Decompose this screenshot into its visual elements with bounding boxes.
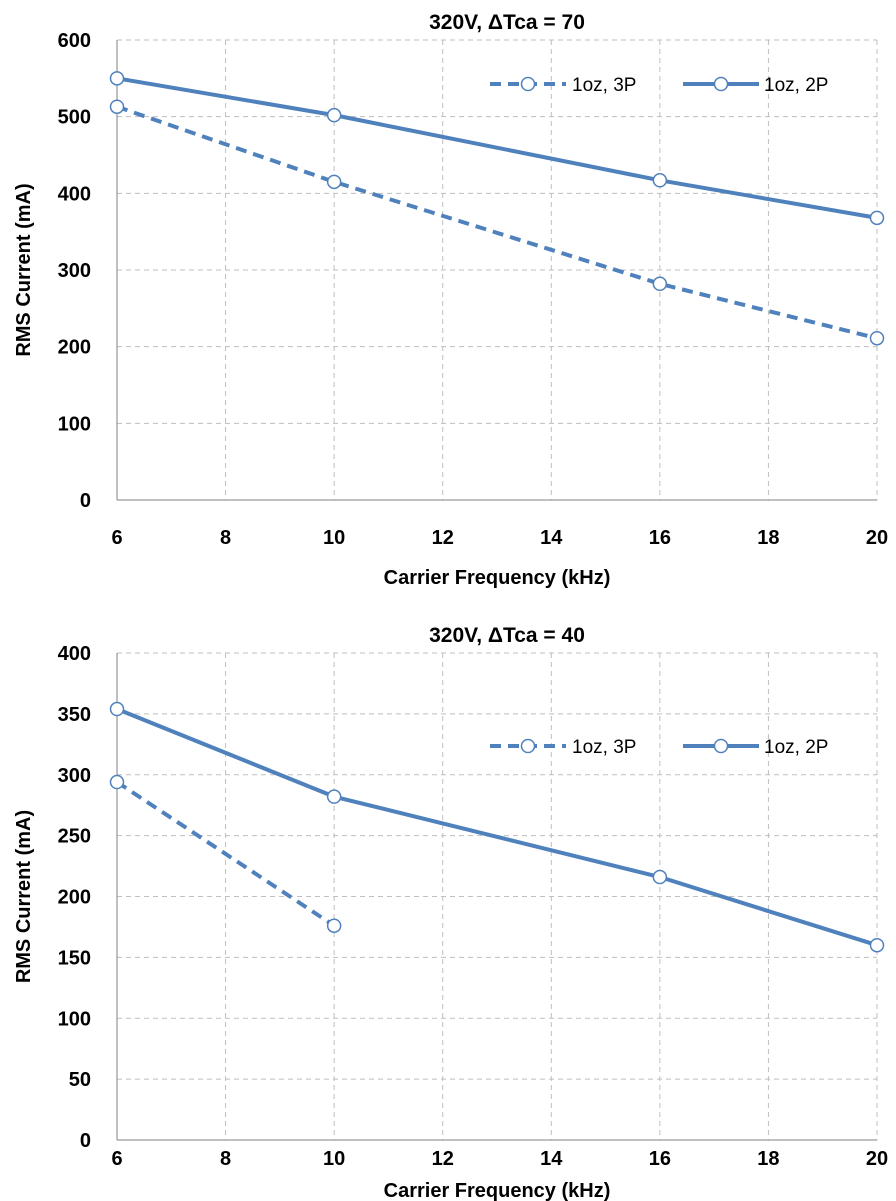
y-axis-label: RMS Current (mA) (13, 183, 35, 356)
y-tick-label: 100 (58, 1008, 91, 1030)
legend-label: 1oz, 3P (572, 75, 636, 96)
data-point (326, 789, 342, 804)
series-line (116, 707, 878, 948)
x-axis-label: Carrier Frequency (kHz) (384, 567, 611, 589)
chart-1: 0 100 200 300 400 500 600 6 8 10 12 14 16 18 20 320V, Δ… (13, 11, 888, 589)
series-1 (109, 99, 885, 346)
legend-marker (713, 738, 729, 754)
data-point (326, 107, 342, 123)
x-tick-label: 10 (323, 527, 345, 549)
series-2 (109, 701, 885, 953)
legend: 1oz, 3P 1oz, 2P (490, 75, 828, 96)
legend-label: 1oz, 2P (764, 737, 828, 758)
x-tick-label: 12 (432, 1148, 454, 1170)
chart-title: 320V, ΔTca = 40 (429, 624, 585, 647)
x-tick-label: 6 (111, 527, 122, 549)
x-tick-label: 16 (649, 1148, 671, 1170)
y-tick-label: 400 (58, 643, 91, 665)
data-point (869, 210, 885, 226)
x-tick-label: 20 (866, 1148, 888, 1170)
x-tick-label: 8 (220, 527, 231, 549)
x-tick-label: 20 (866, 527, 888, 549)
y-tick-label: 500 (58, 107, 91, 129)
legend-item: 1oz, 3P (490, 75, 636, 96)
legend-marker (713, 76, 729, 92)
y-tick-label: 350 (58, 704, 91, 726)
series-1 (109, 774, 342, 933)
y-tick-label: 600 (58, 30, 91, 52)
y-tick-label: 200 (58, 337, 91, 359)
legend-marker (520, 738, 536, 754)
data-point (326, 174, 342, 190)
legend-marker (520, 76, 536, 92)
legend-label: 1oz, 2P (764, 75, 828, 96)
y-tick-label: 100 (58, 413, 91, 435)
data-point (652, 276, 668, 292)
y-tick-label: 250 (58, 826, 91, 848)
y-tick-label: 300 (58, 765, 91, 787)
x-tick-label: 14 (540, 1148, 563, 1170)
y-tick-label: 300 (58, 260, 91, 282)
y-tick-label: 150 (58, 947, 91, 969)
y-tick-label: 200 (58, 887, 91, 909)
data-point (109, 71, 125, 86)
legend-label: 1oz, 3P (572, 737, 636, 758)
data-point (109, 774, 125, 790)
data-point (326, 918, 342, 933)
chart-2: 0 50 100 150 200 250 300 350 400 6 8 10 12 14 16 18 20 32… (13, 624, 888, 1201)
y-tick-label: 400 (58, 183, 91, 205)
data-point (869, 937, 885, 953)
gridlines (117, 652, 878, 1140)
legend-item: 1oz, 3P (490, 737, 636, 758)
x-tick-label: 18 (757, 527, 779, 549)
legend-item: 1oz, 2P (683, 75, 828, 96)
x-tick-label: 16 (649, 527, 671, 549)
series-line (116, 76, 878, 220)
x-tick-label: 6 (111, 1148, 122, 1170)
gridlines (117, 39, 878, 500)
y-tick-label: 0 (80, 490, 91, 512)
data-point (869, 330, 885, 346)
x-tick-label: 14 (540, 527, 563, 549)
data-point (652, 173, 668, 188)
legend-item: 1oz, 2P (683, 737, 828, 758)
x-axis-label: Carrier Frequency (kHz) (384, 1180, 611, 1201)
series-line (116, 104, 878, 341)
y-axis-label: RMS Current (mA) (13, 810, 35, 983)
series-line (115, 780, 336, 928)
chart-title: 320V, ΔTca = 70 (429, 11, 585, 34)
legend: 1oz, 3P 1oz, 2P (490, 737, 828, 758)
x-tick-label: 18 (757, 1148, 779, 1170)
x-tick-label: 10 (323, 1148, 345, 1170)
y-tick-label: 50 (69, 1069, 91, 1091)
data-point (109, 701, 125, 717)
series-2 (109, 71, 885, 226)
data-point (109, 99, 125, 114)
y-tick-label: 0 (80, 1130, 91, 1152)
data-point (652, 869, 668, 885)
x-tick-label: 8 (220, 1148, 231, 1170)
x-tick-label: 12 (432, 527, 454, 549)
